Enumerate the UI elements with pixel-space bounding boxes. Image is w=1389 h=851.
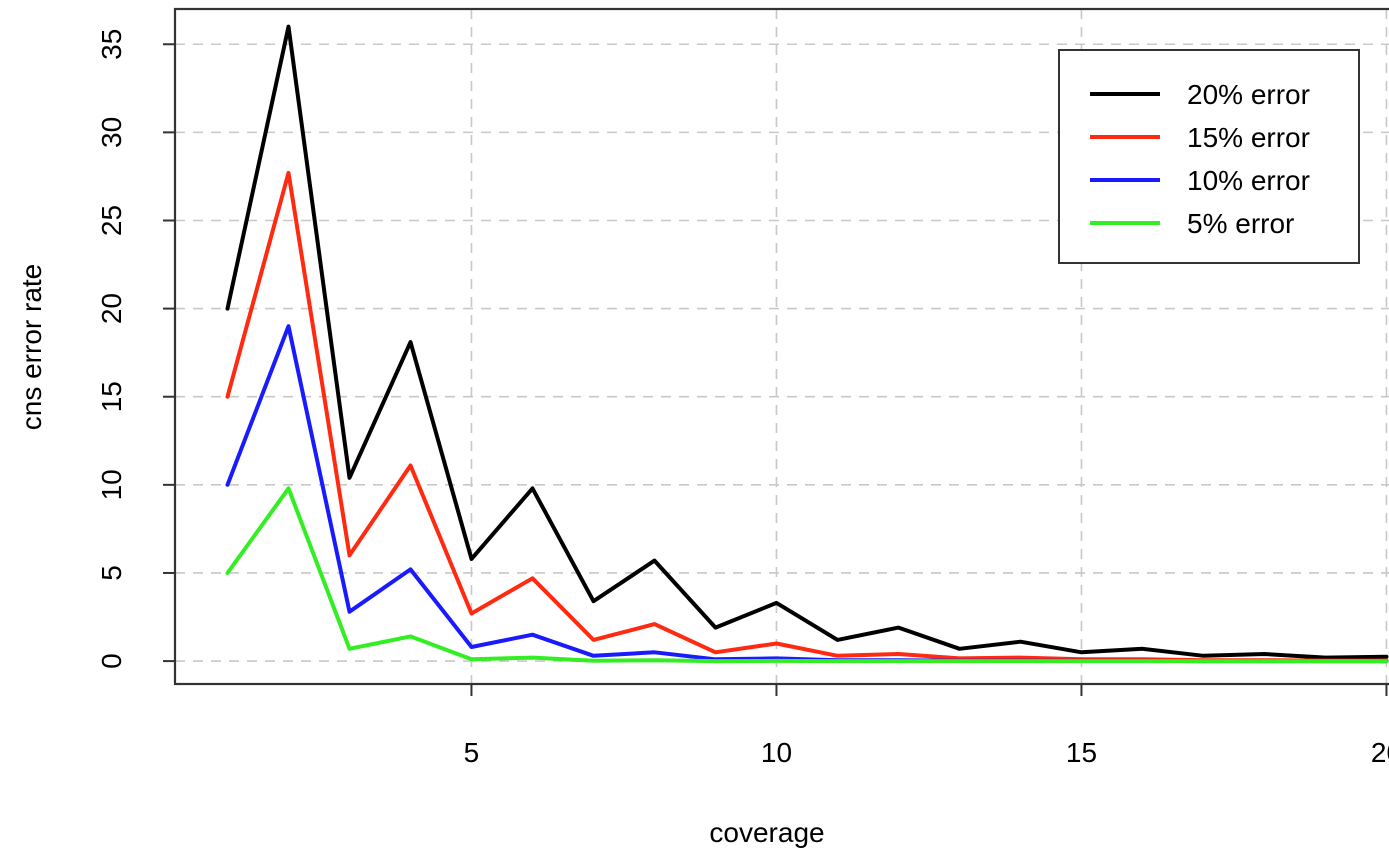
x-axis-title: coverage xyxy=(709,817,824,848)
y-axis-title: cns error rate xyxy=(16,264,47,431)
x-tick-label: 5 xyxy=(464,737,480,768)
legend-label-1: 20% error xyxy=(1187,79,1310,110)
y-tick-label: 10 xyxy=(96,469,127,500)
y-tick-label: 0 xyxy=(96,653,127,669)
series-line-4 xyxy=(225,486,1389,664)
series-line-1 xyxy=(225,24,1389,660)
x-tick-label: 15 xyxy=(1066,737,1097,768)
y-tick-label: 20 xyxy=(96,293,127,324)
x-axis: 5 10 15 20 xyxy=(464,684,1389,768)
y-tick-label: 25 xyxy=(96,205,127,236)
legend-label-2: 15% error xyxy=(1187,122,1310,153)
y-tick-label: 35 xyxy=(96,29,127,60)
series-line-3 xyxy=(225,324,1389,664)
y-tick-label: 15 xyxy=(96,381,127,412)
y-axis: 0 5 10 15 20 25 30 35 xyxy=(96,29,175,669)
plot-frame xyxy=(173,7,1389,686)
y-tick-label: 30 xyxy=(96,117,127,148)
x-tick-label: 20 xyxy=(1371,737,1389,768)
legend: 20% error 15% error 10% error 5% error xyxy=(1058,49,1360,264)
series-lines xyxy=(225,24,1389,664)
legend-items: 20% error 15% error 10% error 5% error xyxy=(1090,79,1310,239)
legend-label-3: 10% error xyxy=(1187,165,1310,196)
y-tick-label: 5 xyxy=(96,565,127,581)
legend-box xyxy=(1058,49,1360,264)
x-tick-label: 10 xyxy=(761,737,792,768)
legend-label-4: 5% error xyxy=(1187,208,1294,239)
